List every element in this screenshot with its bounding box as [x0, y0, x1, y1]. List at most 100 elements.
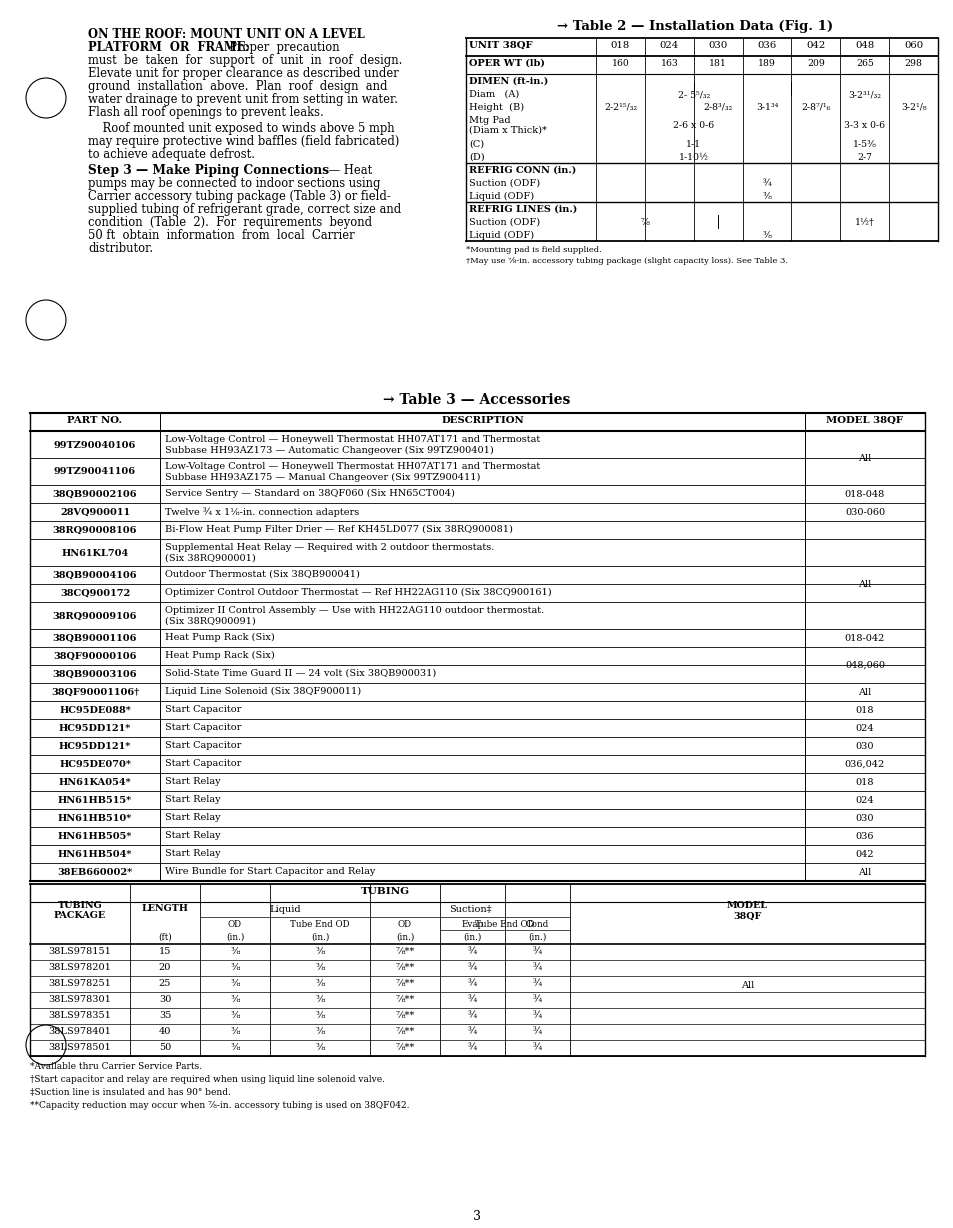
Text: Flash all roof openings to prevent leaks.: Flash all roof openings to prevent leaks… — [88, 106, 323, 119]
Text: Suction‡: Suction‡ — [448, 905, 491, 914]
Text: Start Capacitor: Start Capacitor — [165, 740, 241, 750]
Text: Suction (ODF): Suction (ODF) — [469, 219, 539, 227]
Text: 38QB90001106: 38QB90001106 — [52, 634, 137, 643]
Text: ¾: ¾ — [533, 995, 541, 1005]
Text: Start Capacitor: Start Capacitor — [165, 705, 241, 713]
Text: (in.): (in.) — [463, 933, 481, 942]
Text: 99TZ90040106: 99TZ90040106 — [53, 441, 136, 449]
Text: 036: 036 — [757, 41, 776, 50]
Text: 30: 30 — [158, 995, 171, 1005]
Text: Proper  precaution: Proper precaution — [222, 41, 339, 54]
Text: Solid-State Time Guard II — 24 volt (Six 38QB900031): Solid-State Time Guard II — 24 volt (Six… — [165, 669, 436, 678]
Text: 50: 50 — [159, 1043, 171, 1052]
Text: 1-10½: 1-10½ — [678, 154, 708, 162]
Text: ⅞**: ⅞** — [395, 1043, 415, 1052]
Text: ¾: ¾ — [533, 1027, 541, 1036]
Text: ⅞**: ⅞** — [395, 1027, 415, 1036]
Text: Roof mounted unit exposed to winds above 5 mph: Roof mounted unit exposed to winds above… — [88, 122, 395, 135]
Text: *Available thru Carrier Service Parts.: *Available thru Carrier Service Parts. — [30, 1062, 202, 1071]
Text: ⅞**: ⅞** — [395, 1011, 415, 1020]
Text: 1-5⅜: 1-5⅜ — [852, 140, 876, 149]
Text: Start Relay: Start Relay — [165, 795, 220, 804]
Text: UNIT 38QF: UNIT 38QF — [469, 41, 532, 50]
Text: 3-2¹/₈: 3-2¹/₈ — [900, 103, 925, 112]
Text: 38LS978401: 38LS978401 — [49, 1027, 112, 1036]
Text: 38LS978251: 38LS978251 — [49, 979, 112, 989]
Text: Step 3 — Make Piping Connections: Step 3 — Make Piping Connections — [88, 165, 329, 177]
Text: ¾: ¾ — [467, 1011, 476, 1020]
Text: 3-1³⁴: 3-1³⁴ — [755, 103, 778, 112]
Text: ⅜: ⅜ — [315, 1027, 324, 1036]
Text: *Mounting pad is field supplied.: *Mounting pad is field supplied. — [465, 246, 601, 254]
Text: ⅜: ⅜ — [315, 947, 324, 957]
Text: Heat Pump Rack (Six): Heat Pump Rack (Six) — [165, 632, 274, 642]
Text: HC95DD121*: HC95DD121* — [59, 742, 131, 752]
Text: 38LS978301: 38LS978301 — [49, 995, 112, 1005]
Text: ⅜: ⅜ — [761, 192, 771, 201]
Text: ⅜: ⅜ — [230, 1043, 239, 1052]
Text: 2-7: 2-7 — [857, 154, 871, 162]
Text: 38EB660002*: 38EB660002* — [57, 868, 132, 877]
Text: HC95DE088*: HC95DE088* — [59, 706, 131, 715]
Text: ¾: ¾ — [467, 1043, 476, 1052]
Text: 018: 018 — [610, 41, 629, 50]
Text: 018-048: 018-048 — [844, 490, 884, 499]
Text: 38LS978501: 38LS978501 — [49, 1043, 112, 1052]
Text: 030-060: 030-060 — [844, 508, 884, 517]
Text: †May use ⅞-in. accessory tubing package (slight capacity loss). See Table 3.: †May use ⅞-in. accessory tubing package … — [465, 257, 787, 265]
Text: supplied tubing of refrigerant grade, correct size and: supplied tubing of refrigerant grade, co… — [88, 203, 401, 216]
Text: 38CQ900172: 38CQ900172 — [60, 589, 130, 598]
Text: Carrier accessory tubing package (Table 3) or field-: Carrier accessory tubing package (Table … — [88, 190, 391, 203]
Text: 160: 160 — [611, 59, 629, 68]
Text: ⅞**: ⅞** — [395, 979, 415, 989]
Text: Evap: Evap — [461, 920, 483, 930]
Text: Cond: Cond — [525, 920, 549, 930]
Text: must  be  taken  for  support  of  unit  in  roof  design.: must be taken for support of unit in roo… — [88, 54, 402, 68]
Text: HN61KL704: HN61KL704 — [61, 549, 129, 558]
Text: HC95DE070*: HC95DE070* — [59, 760, 131, 769]
Text: (ft): (ft) — [158, 933, 172, 942]
Text: Bi-Flow Heat Pump Filter Drier — Ref KH45LD077 (Six 38RQ900081): Bi-Flow Heat Pump Filter Drier — Ref KH4… — [165, 526, 513, 534]
Text: 030: 030 — [708, 41, 727, 50]
Text: Liquid: Liquid — [269, 905, 300, 914]
Text: ¾: ¾ — [533, 979, 541, 989]
Text: **Capacity reduction may occur when ⅞-in. accessory tubing is used on 38QF042.: **Capacity reduction may occur when ⅞-in… — [30, 1102, 409, 1110]
Text: ⅞: ⅞ — [639, 219, 649, 227]
Text: 1-1: 1-1 — [685, 140, 700, 149]
Text: → Table 3 — Accessories: → Table 3 — Accessories — [383, 393, 570, 406]
Text: pumps may be connected to indoor sections using: pumps may be connected to indoor section… — [88, 177, 380, 190]
Text: Low-Voltage Control — Honeywell Thermostat HH07AT171 and Thermostat
Subbase HH93: Low-Voltage Control — Honeywell Thermost… — [165, 435, 539, 454]
Text: OD: OD — [397, 920, 412, 930]
Text: Elevate unit for proper clearance as described under: Elevate unit for proper clearance as des… — [88, 68, 398, 80]
Text: ON THE ROOF: MOUNT UNIT ON A LEVEL: ON THE ROOF: MOUNT UNIT ON A LEVEL — [88, 28, 364, 41]
Text: All: All — [858, 688, 871, 698]
Text: ⅜: ⅜ — [230, 963, 239, 973]
Text: Start Capacitor: Start Capacitor — [165, 759, 241, 768]
Text: 036,042: 036,042 — [844, 760, 884, 769]
Text: ⅜: ⅜ — [230, 995, 239, 1005]
Text: LENGTH: LENGTH — [141, 904, 189, 912]
Text: 38QB90002106: 38QB90002106 — [52, 490, 137, 499]
Text: 036: 036 — [855, 833, 873, 841]
Text: ⅞**: ⅞** — [395, 963, 415, 973]
Text: ¾: ¾ — [467, 995, 476, 1005]
Text: (in.): (in.) — [226, 933, 244, 942]
Text: Height  (B): Height (B) — [469, 103, 523, 112]
Text: ⅜: ⅜ — [230, 947, 239, 957]
Text: water drainage to prevent unit from setting in water.: water drainage to prevent unit from sett… — [88, 93, 397, 106]
Text: ⅜: ⅜ — [230, 1011, 239, 1020]
Text: 3: 3 — [473, 1210, 480, 1223]
Text: 35: 35 — [158, 1011, 171, 1020]
Text: 042: 042 — [805, 41, 824, 50]
Text: Liquid (ODF): Liquid (ODF) — [469, 231, 534, 241]
Text: ⅞**: ⅞** — [395, 995, 415, 1005]
Text: Outdoor Thermostat (Six 38QB900041): Outdoor Thermostat (Six 38QB900041) — [165, 570, 359, 578]
Text: 024: 024 — [855, 725, 873, 733]
Text: 018-042: 018-042 — [844, 634, 884, 643]
Text: REFRIG CONN (in.): REFRIG CONN (in.) — [469, 166, 576, 176]
Text: HC95DD121*: HC95DD121* — [59, 725, 131, 733]
Text: 209: 209 — [806, 59, 824, 68]
Text: 38QF90001106†: 38QF90001106† — [51, 688, 139, 698]
Text: 99TZ90041106: 99TZ90041106 — [54, 468, 136, 476]
Text: REFRIG LINES (in.): REFRIG LINES (in.) — [469, 205, 577, 214]
